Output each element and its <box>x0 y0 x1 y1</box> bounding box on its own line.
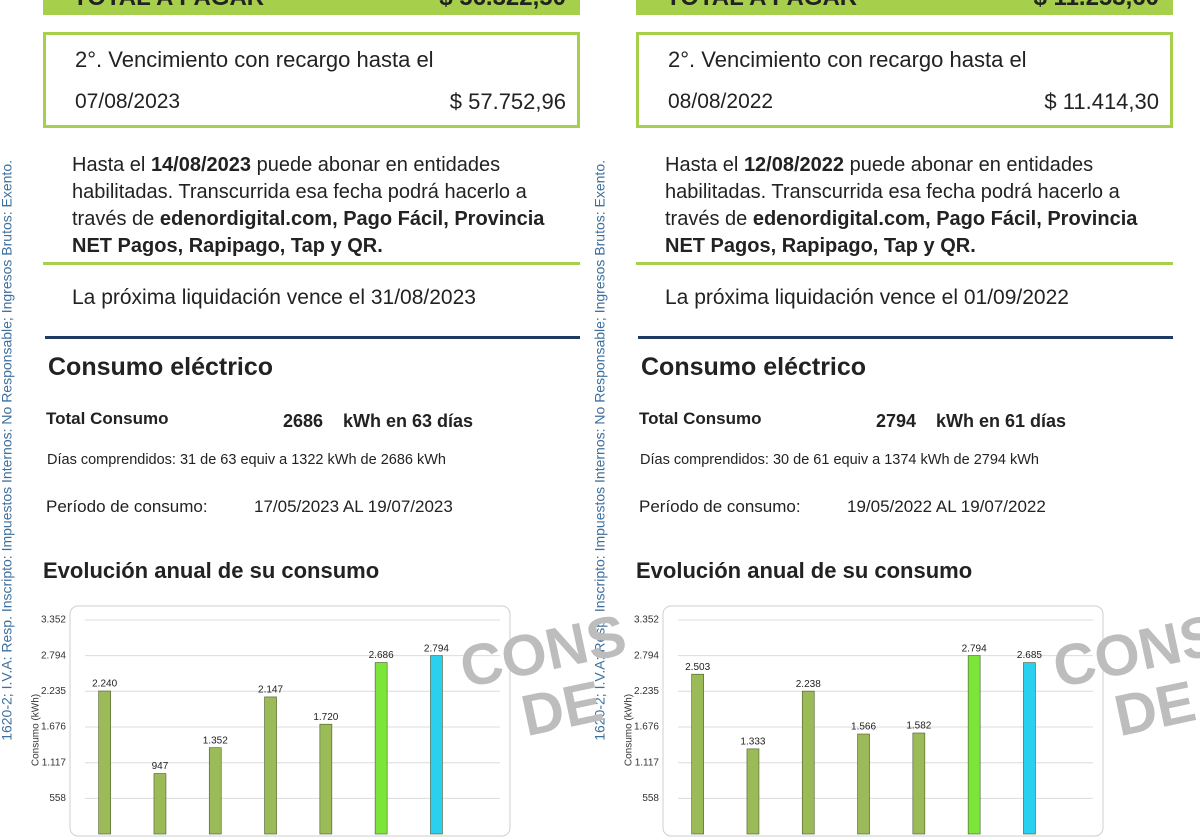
value-label: 1.333 <box>740 737 765 748</box>
notice-text: 14/08/2023 <box>150 154 252 176</box>
value-label: 2.686 <box>369 650 394 661</box>
value-label: 2.147 <box>258 685 283 696</box>
total-consumption-label: Total Consumo <box>46 409 169 428</box>
notice-text: puede abonar en entidades habilitadas. T… <box>72 154 527 230</box>
total-consumption-unit: kWh en 61 días <box>936 411 1067 431</box>
bar <box>153 773 167 835</box>
second-due-date: 07/08/2023 <box>75 90 181 113</box>
total-label: TOTAL A PAGAR <box>666 0 857 12</box>
payment-notice: Hasta el 14/08/2023 puede abonar en enti… <box>72 152 577 260</box>
side-legal-text: 1620-2; I.V.A: Resp. Inscripto: Impuesto… <box>0 160 15 741</box>
separator <box>43 262 580 265</box>
bar <box>208 747 222 835</box>
chart-frame <box>69 605 511 837</box>
total-bar: TOTAL A PAGAR $ 11.253,60 <box>636 0 1173 15</box>
value-label: 1.566 <box>851 722 876 733</box>
value-label: 2.240 <box>92 679 117 690</box>
y-tick-label: 558 <box>49 793 66 804</box>
days-included: Días comprendidos: 31 de 63 equiv a 1322… <box>47 452 446 468</box>
value-label: 1.720 <box>313 712 338 723</box>
y-tick-label: 2.235 <box>634 686 659 697</box>
bar <box>374 662 388 835</box>
chart-title: Evolución anual de su consumo <box>636 558 973 583</box>
section-title: Consumo eléctrico <box>48 353 274 381</box>
notice-text: edenordigital.com, Pago Fácil, Provincia… <box>665 208 1138 257</box>
side-strip: 1620-2; I.V.A: Resp. Inscripto: Impuesto… <box>0 160 608 741</box>
notice-text: Hasta el <box>665 154 744 176</box>
second-due-amount: $ 11.414,30 <box>1044 89 1159 114</box>
period-label: Período de consumo: <box>46 497 208 516</box>
value-label: 2.503 <box>685 662 710 673</box>
separator <box>636 262 1173 265</box>
chart: 558 1.117 1.676 2.235 2.794 3.352 Consumo (kWh… <box>624 605 1104 837</box>
y-axis-label: Consumo (kWh) <box>31 694 42 766</box>
bill: TOTAL A PAGAR $ 11.253,60 2°. Vencimiento … <box>624 0 1200 837</box>
total-amount: $ 56.322,50 <box>439 0 566 12</box>
bar <box>691 673 704 835</box>
separator <box>45 336 580 339</box>
y-tick-label: 3.352 <box>41 615 66 626</box>
notice-text: Hasta el <box>72 154 151 176</box>
bar <box>746 748 760 835</box>
y-tick-label: 558 <box>642 793 659 804</box>
days-included: Días comprendidos: 30 de 61 equiv a 1374… <box>640 452 1039 468</box>
y-tick-label: 1.676 <box>634 722 659 733</box>
notice-text: puede abonar en entidades habilitadas. T… <box>665 154 1120 230</box>
next-due: La próxima liquidación vence el 01/09/20… <box>665 286 1069 309</box>
value-label: 1.582 <box>906 721 931 732</box>
value-label: 947 <box>152 761 169 772</box>
y-tick-label: 2.794 <box>41 650 66 661</box>
bar <box>319 723 333 835</box>
total-consumption-kwh: 2794 <box>876 411 917 431</box>
period-label: Período de consumo: <box>639 497 801 516</box>
value-label: 2.794 <box>424 643 449 654</box>
next-due: La próxima liquidación vence el 31/08/20… <box>72 286 476 309</box>
y-tick-label: 1.117 <box>635 757 660 768</box>
bar <box>857 733 870 835</box>
bill: TOTAL A PAGAR $ 56.322,50 2°. Vencimiento … <box>31 0 632 837</box>
y-tick-label: 1.676 <box>41 722 66 733</box>
value-label: 1.352 <box>203 735 228 746</box>
y-tick-label: 2.794 <box>634 650 659 661</box>
notice-text: 12/08/2022 <box>743 154 845 176</box>
chart-title: Evolución anual de su consumo <box>43 558 380 583</box>
total-consumption-label: Total Consumo <box>639 409 762 428</box>
y-tick-label: 3.352 <box>634 615 659 626</box>
period: 19/05/2022 AL 19/07/2022 <box>847 497 1046 516</box>
section-title: Consumo eléctrico <box>641 353 867 381</box>
second-due-date: 08/08/2022 <box>668 90 774 113</box>
bar <box>264 696 277 835</box>
total-bar: TOTAL A PAGAR $ 56.322,50 <box>43 0 580 15</box>
total-label: TOTAL A PAGAR <box>73 0 264 12</box>
period: 17/05/2023 AL 19/07/2023 <box>254 497 453 516</box>
y-tick-label: 1.117 <box>42 757 67 768</box>
separator <box>638 336 1173 339</box>
side-legal-text: 1620-2; I.V.A: Resp. Inscripto: Impuesto… <box>592 160 608 741</box>
bar <box>801 690 815 835</box>
y-axis-label: Consumo (kWh) <box>624 694 635 766</box>
value-label: 2.794 <box>962 643 987 654</box>
second-due-amount: $ 57.752,96 <box>449 89 566 114</box>
total-consumption-unit: kWh en 63 días <box>343 411 474 431</box>
second-due-label: 2°. Vencimiento con recargo hasta el <box>75 47 434 72</box>
bar <box>1023 662 1036 835</box>
second-due-box: 2°. Vencimiento con recargo hasta el 07/0… <box>43 32 580 128</box>
chart: 558 1.117 1.676 2.235 2.794 3.352 Consumo (kWh… <box>31 605 511 837</box>
second-due-box: 2°. Vencimiento con recargo hasta el 08/0… <box>636 32 1173 128</box>
total-amount: $ 11.253,60 <box>1034 0 1159 12</box>
second-due-label: 2°. Vencimiento con recargo hasta el <box>668 47 1027 72</box>
total-consumption-kwh: 2686 <box>283 411 324 431</box>
value-label: 2.685 <box>1017 650 1042 661</box>
notice-text: edenordigital.com, Pago Fácil, Provincia… <box>72 208 545 257</box>
bar <box>912 732 926 835</box>
bar <box>967 655 981 835</box>
chart-frame <box>662 605 1104 837</box>
y-tick-label: 2.235 <box>41 686 66 697</box>
value-label: 2.238 <box>796 679 821 690</box>
payment-notice: Hasta el 12/08/2022 puede abonar en enti… <box>665 152 1170 260</box>
bar <box>430 655 443 835</box>
bar <box>98 690 111 835</box>
